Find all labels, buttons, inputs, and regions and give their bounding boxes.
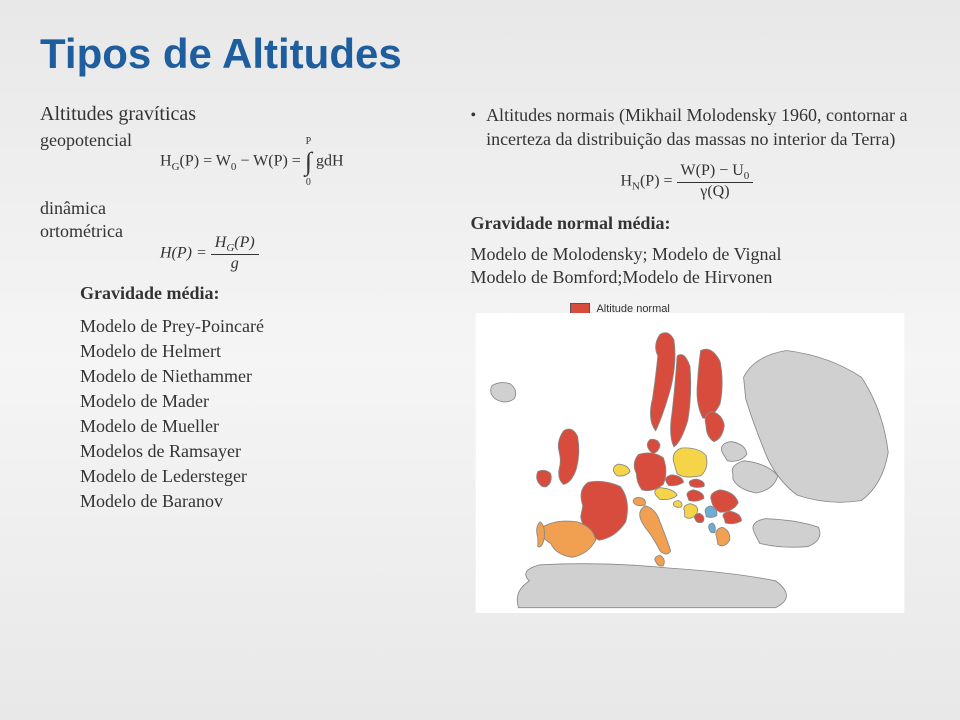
europe-map bbox=[470, 313, 910, 613]
formula-ortometrica: H(P) = HG(P) g bbox=[160, 234, 259, 273]
model-item: Modelo de Ledersteger bbox=[80, 466, 450, 487]
two-column-layout: Altitudes gravíticas geopotencial HG(P) … bbox=[40, 103, 920, 603]
page-title: Tipos de Altitudes bbox=[40, 30, 920, 78]
model-item: Modelos de Ramsayer bbox=[80, 441, 450, 462]
model-line-1: Modelo de Molodensky; Modelo de Vignal bbox=[470, 244, 920, 265]
left-column: Altitudes gravíticas geopotencial HG(P) … bbox=[40, 103, 450, 603]
model-item: Modelo de Helmert bbox=[80, 341, 450, 362]
model-item: Modelo de Baranov bbox=[80, 491, 450, 512]
model-item: Modelo de Mueller bbox=[80, 416, 450, 437]
bullet-icon: • bbox=[470, 107, 476, 125]
country-slovenia bbox=[674, 500, 683, 507]
dinamica-label: dinâmica bbox=[40, 198, 450, 219]
gravitic-subtitle: Altitudes gravíticas bbox=[40, 103, 450, 126]
normal-altitudes-text: Altitudes normais (Mikhail Molodensky 19… bbox=[486, 103, 920, 152]
country-poland bbox=[674, 448, 708, 477]
right-column: • Altitudes normais (Mikhail Molodensky … bbox=[470, 103, 920, 603]
model-item: Modelo de Niethammer bbox=[80, 366, 450, 387]
formula-normal-height: HN(P) = W(P) − U0 γ(Q) bbox=[620, 162, 753, 201]
gravidade-normal-heading: Gravidade normal média: bbox=[470, 213, 920, 234]
model-line-2: Modelo de Bomford;Modelo de Hirvonen bbox=[470, 267, 920, 288]
model-list-left: Modelo de Prey-Poincaré Modelo de Helmer… bbox=[80, 316, 450, 512]
model-item: Modelo de Prey-Poincaré bbox=[80, 316, 450, 337]
model-item: Modelo de Mader bbox=[80, 391, 450, 412]
country-bosnia bbox=[695, 513, 705, 522]
country-germany bbox=[635, 453, 667, 491]
formula-geopotencial: HG(P) = W0 − W(P) = P ∫ 0 gdH bbox=[160, 136, 344, 188]
gravidade-media-heading: Gravidade média: bbox=[80, 283, 450, 304]
country-portugal bbox=[537, 522, 545, 547]
country-switzerland bbox=[634, 497, 646, 505]
country-albania bbox=[709, 523, 716, 533]
map-area: Altitude normal Altitude normal-ortométr… bbox=[470, 303, 910, 603]
normal-altitudes-bullet: • Altitudes normais (Mikhail Molodensky … bbox=[470, 103, 920, 152]
